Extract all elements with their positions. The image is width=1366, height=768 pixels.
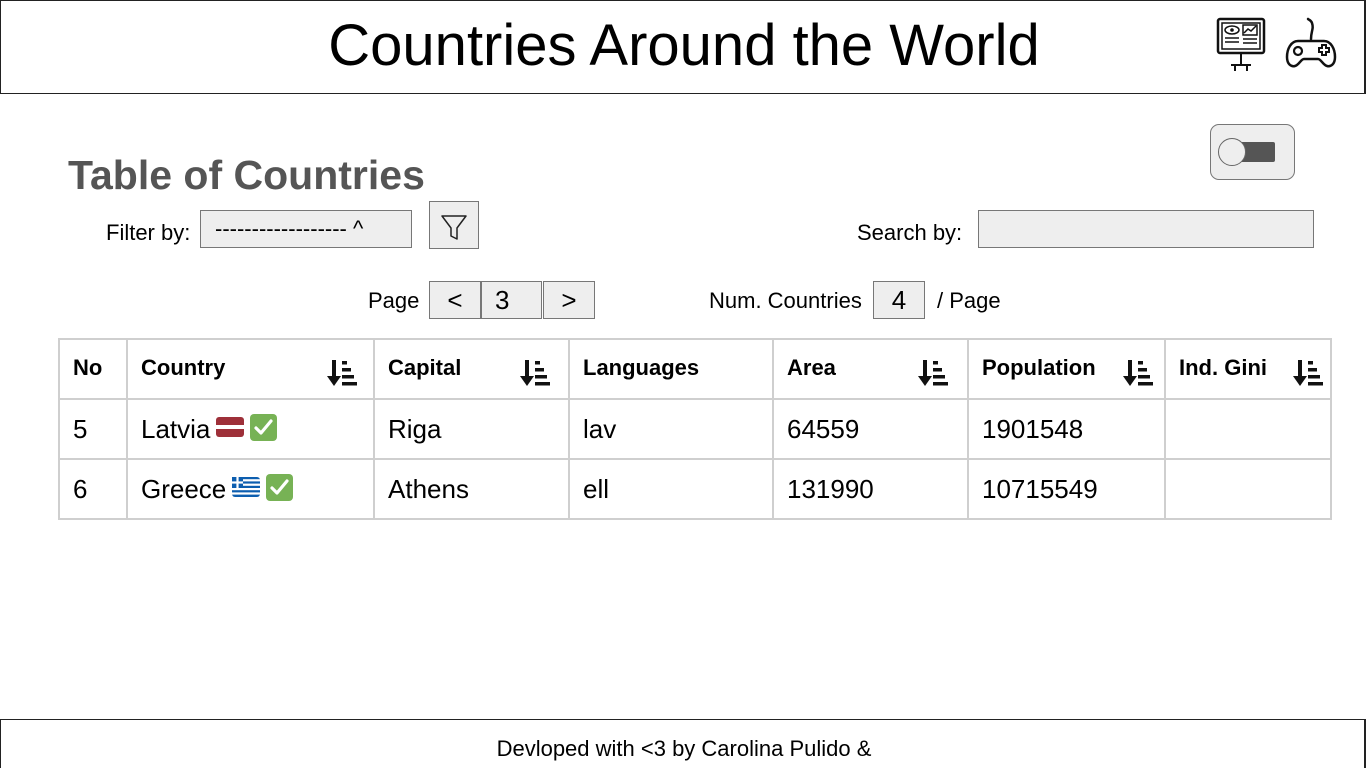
- cell-country: Latvia: [126, 398, 375, 460]
- table-row[interactable]: 5 Latvia Riga lav 64559 1901548: [58, 398, 1332, 460]
- column-header-population: Population: [967, 338, 1166, 400]
- search-label: Search by:: [857, 220, 963, 245]
- filter-label: Filter by:: [106, 220, 191, 245]
- cell-gini: [1164, 398, 1332, 460]
- cell-area: 64559: [772, 398, 969, 460]
- greece-flag-icon: [232, 473, 261, 504]
- column-header-country: Country: [126, 338, 375, 400]
- sort-descending-icon[interactable]: [327, 358, 357, 394]
- gamepad-icon[interactable]: [1284, 17, 1338, 74]
- cell-capital: Athens: [373, 458, 570, 520]
- page-number-field[interactable]: 3: [481, 281, 542, 319]
- cell-country: Greece: [126, 458, 375, 520]
- column-header-area: Area: [772, 338, 969, 400]
- check-mark-icon: [250, 414, 278, 442]
- latvia-flag-icon: [216, 413, 245, 444]
- section-title: Table of Countries: [68, 152, 425, 198]
- table-row[interactable]: 6 Greece Athens ell 131990 10715549: [58, 458, 1332, 520]
- column-header-languages: Languages: [568, 338, 774, 400]
- funnel-icon: [441, 215, 467, 240]
- per-page-suffix: / Page: [937, 288, 1001, 313]
- page-label: Page: [368, 288, 420, 313]
- cell-no: 5: [58, 398, 128, 460]
- view-toggle-switch[interactable]: [1210, 124, 1295, 180]
- cell-population: 1901548: [967, 398, 1166, 460]
- check-mark-icon: [266, 474, 294, 502]
- cell-languages: lav: [568, 398, 774, 460]
- table-header-row: No Country Capital Languages Area Popula…: [58, 338, 1332, 400]
- footer-credits: Devloped with <3 by Carolina Pulido &: [496, 736, 872, 761]
- cell-population: 10715549: [967, 458, 1166, 520]
- column-header-no: No: [58, 338, 128, 400]
- cell-gini: [1164, 458, 1332, 520]
- cell-capital: Riga: [373, 398, 570, 460]
- sort-descending-icon[interactable]: [520, 358, 550, 394]
- app-title: Countries Around the World: [328, 13, 1040, 78]
- country-name: Greece: [141, 473, 227, 504]
- app-header: Countries Around the World: [0, 0, 1366, 94]
- filter-button[interactable]: [429, 201, 479, 249]
- country-name: Latvia: [141, 413, 211, 444]
- toggle-knob: [1218, 138, 1246, 166]
- cell-area: 131990: [772, 458, 969, 520]
- sort-descending-icon[interactable]: [1123, 358, 1153, 394]
- search-input[interactable]: [978, 210, 1314, 248]
- cell-languages: ell: [568, 458, 774, 520]
- per-page-field[interactable]: 4: [873, 281, 925, 319]
- next-page-button[interactable]: >: [543, 281, 595, 319]
- cell-no: 6: [58, 458, 128, 520]
- sort-descending-icon[interactable]: [918, 358, 948, 394]
- column-header-gini: Ind. Gini: [1164, 338, 1332, 400]
- num-countries-label: Num. Countries: [709, 288, 862, 313]
- filter-select[interactable]: ------------------ ^: [200, 210, 412, 248]
- toggle-track: [1239, 142, 1275, 162]
- countries-table: No Country Capital Languages Area Popula…: [58, 338, 1332, 520]
- monitor-dashboard-icon[interactable]: [1215, 17, 1267, 78]
- column-header-capital: Capital: [373, 338, 570, 400]
- sort-descending-icon[interactable]: [1293, 358, 1323, 394]
- prev-page-button[interactable]: <: [429, 281, 481, 319]
- app-footer: Devloped with <3 by Carolina Pulido &: [0, 719, 1366, 768]
